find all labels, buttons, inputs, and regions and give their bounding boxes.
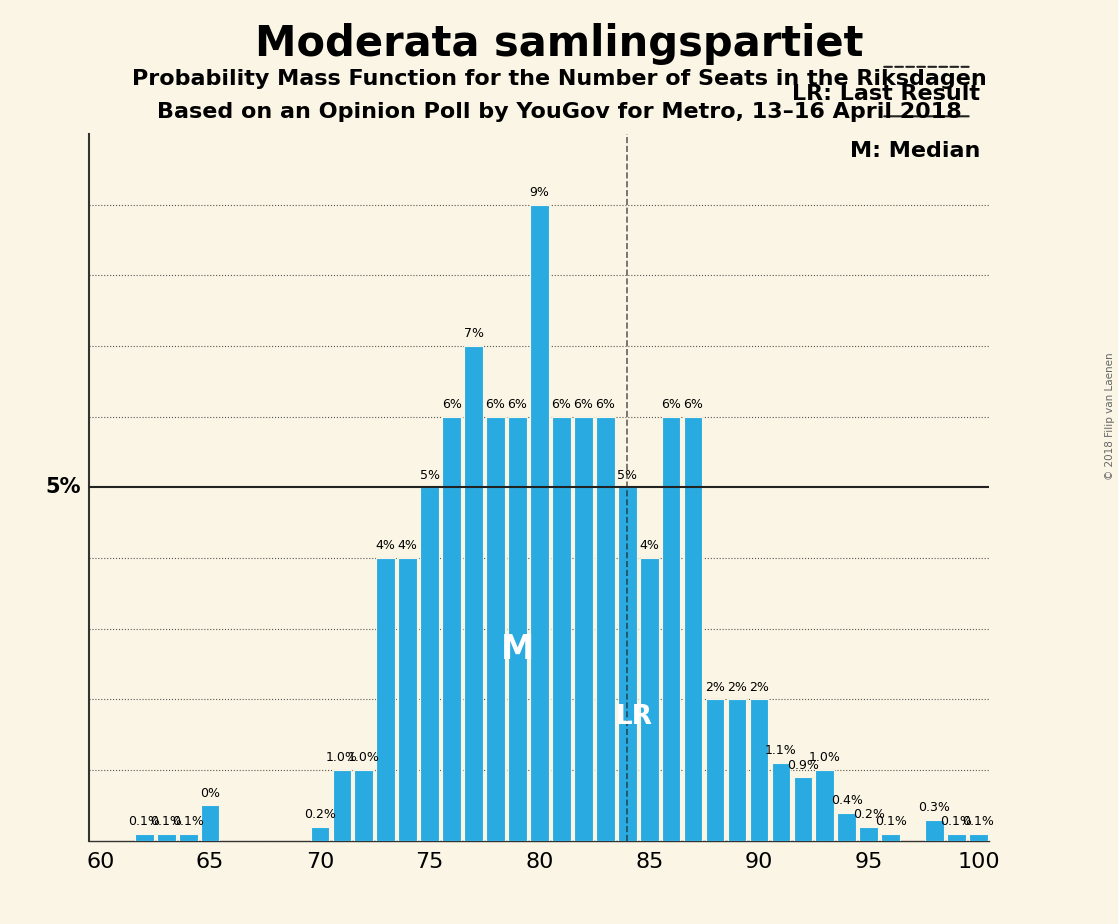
Bar bbox=[201, 806, 219, 841]
Text: 2%: 2% bbox=[705, 681, 724, 694]
Text: 5%: 5% bbox=[45, 478, 80, 497]
Text: 0.2%: 0.2% bbox=[304, 808, 335, 821]
Text: 1.0%: 1.0% bbox=[348, 751, 380, 764]
Text: 1.0%: 1.0% bbox=[326, 751, 358, 764]
Bar bbox=[332, 771, 351, 841]
Bar bbox=[354, 771, 373, 841]
Text: 0.1%: 0.1% bbox=[963, 815, 994, 828]
Bar bbox=[464, 346, 483, 841]
Text: 0.1%: 0.1% bbox=[150, 815, 182, 828]
Text: 0.1%: 0.1% bbox=[172, 815, 205, 828]
Bar bbox=[398, 558, 417, 841]
Text: LR: Last Result: LR: Last Result bbox=[793, 84, 980, 104]
Text: Probability Mass Function for the Number of Seats in the Riksdagen: Probability Mass Function for the Number… bbox=[132, 69, 986, 90]
Text: 2%: 2% bbox=[749, 681, 769, 694]
Text: 1.0%: 1.0% bbox=[808, 751, 841, 764]
Text: 6%: 6% bbox=[596, 398, 615, 411]
Text: Moderata samlingspartiet: Moderata samlingspartiet bbox=[255, 23, 863, 65]
Text: 5%: 5% bbox=[617, 468, 637, 481]
Bar bbox=[509, 417, 527, 841]
Text: 0.4%: 0.4% bbox=[831, 794, 863, 807]
Bar bbox=[530, 205, 549, 841]
Text: 0.1%: 0.1% bbox=[129, 815, 160, 828]
Bar bbox=[574, 417, 593, 841]
Text: 6%: 6% bbox=[551, 398, 571, 411]
Text: 9%: 9% bbox=[530, 186, 549, 199]
Text: 4%: 4% bbox=[639, 540, 660, 553]
Bar bbox=[596, 417, 615, 841]
Text: 0.1%: 0.1% bbox=[940, 815, 973, 828]
Bar bbox=[618, 488, 636, 841]
Text: 5%: 5% bbox=[419, 468, 439, 481]
Text: 6%: 6% bbox=[683, 398, 703, 411]
Bar bbox=[947, 833, 966, 841]
Bar bbox=[837, 812, 856, 841]
Text: 1.1%: 1.1% bbox=[765, 745, 797, 758]
Text: 0.1%: 0.1% bbox=[874, 815, 907, 828]
Bar bbox=[377, 558, 395, 841]
Bar bbox=[771, 763, 790, 841]
Text: 0%: 0% bbox=[200, 787, 220, 800]
Text: 0.9%: 0.9% bbox=[787, 759, 818, 772]
Bar bbox=[969, 833, 988, 841]
Bar bbox=[728, 699, 747, 841]
Bar bbox=[420, 488, 439, 841]
Text: 0.2%: 0.2% bbox=[853, 808, 884, 821]
Bar bbox=[662, 417, 681, 841]
Text: Based on an Opinion Poll by YouGov for Metro, 13–16 April 2018: Based on an Opinion Poll by YouGov for M… bbox=[157, 102, 961, 122]
Bar bbox=[443, 417, 461, 841]
Bar bbox=[684, 417, 702, 841]
Bar bbox=[881, 833, 900, 841]
Text: 0.3%: 0.3% bbox=[919, 801, 950, 814]
Bar bbox=[311, 827, 330, 841]
Text: 6%: 6% bbox=[442, 398, 462, 411]
Bar bbox=[552, 417, 570, 841]
Bar bbox=[815, 771, 834, 841]
Text: © 2018 Filip van Laenen: © 2018 Filip van Laenen bbox=[1106, 352, 1115, 480]
Text: 6%: 6% bbox=[485, 398, 505, 411]
Bar bbox=[179, 833, 198, 841]
Bar bbox=[860, 827, 878, 841]
Text: 4%: 4% bbox=[376, 540, 396, 553]
Bar bbox=[794, 777, 812, 841]
Bar bbox=[749, 699, 768, 841]
Text: LR: LR bbox=[615, 704, 652, 730]
Bar bbox=[705, 699, 724, 841]
Bar bbox=[135, 833, 153, 841]
Text: M: Median: M: Median bbox=[850, 141, 980, 161]
Text: 7%: 7% bbox=[464, 327, 484, 340]
Text: 4%: 4% bbox=[398, 540, 418, 553]
Bar bbox=[639, 558, 659, 841]
Text: 2%: 2% bbox=[727, 681, 747, 694]
Bar bbox=[926, 820, 944, 841]
Text: 6%: 6% bbox=[574, 398, 594, 411]
Text: M: M bbox=[501, 634, 534, 666]
Text: 6%: 6% bbox=[508, 398, 528, 411]
Text: 6%: 6% bbox=[661, 398, 681, 411]
Bar bbox=[157, 833, 176, 841]
Bar bbox=[486, 417, 505, 841]
